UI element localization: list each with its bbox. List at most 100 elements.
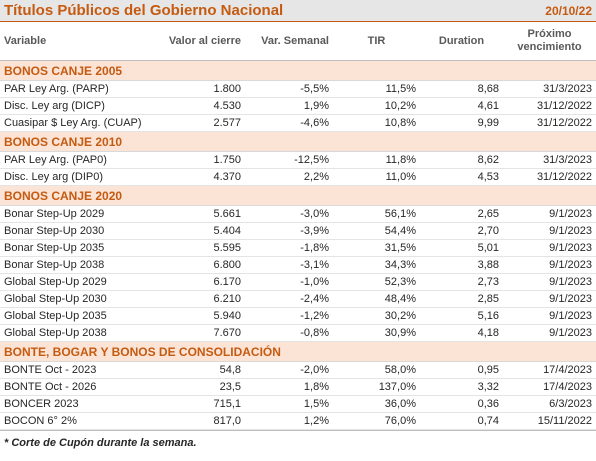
data-row: Global Step-Up 2030 6.210 -2,4% 48,4% 2,85 9/…: [0, 290, 596, 308]
title: Títulos Públicos del Gobierno Nacional: [4, 2, 284, 19]
cell: 6.800: [160, 256, 245, 274]
cell: 31/3/2023: [503, 151, 596, 169]
cell: 9/1/2023: [503, 290, 596, 308]
cell: 58,0%: [333, 361, 420, 379]
cell: 9/1/2023: [503, 222, 596, 240]
cell: -4,6%: [245, 114, 333, 132]
section-title: BONOS CANJE 2010: [0, 131, 596, 152]
cell: 7.670: [160, 324, 245, 342]
cell: 1.800: [160, 80, 245, 98]
bond-name: Bonar Step-Up 2035: [0, 239, 160, 257]
bond-name: PAR Ley Arg. (PARP): [0, 80, 160, 98]
cell: -1,2%: [245, 307, 333, 325]
cell: 2.577: [160, 114, 245, 132]
section-row: BONOS CANJE 2005: [0, 60, 596, 81]
cell: 9/1/2023: [503, 256, 596, 274]
data-row: Bonar Step-Up 2029 5.661 -3,0% 56,1% 2,65 9/1…: [0, 205, 596, 223]
cell: 9/1/2023: [503, 324, 596, 342]
cell: 5,01: [420, 239, 503, 257]
cell: 1,8%: [245, 378, 333, 396]
bond-name: Bonar Step-Up 2029: [0, 205, 160, 223]
cell: 5.595: [160, 239, 245, 257]
cell: -5,5%: [245, 80, 333, 98]
cell: 1.750: [160, 151, 245, 169]
bond-name: BONTE Oct - 2026: [0, 378, 160, 396]
cell: 2,70: [420, 222, 503, 240]
data-row: Disc. Ley arg (DIP0) 4.370 2,2% 11,0% 4,53 31…: [0, 168, 596, 186]
cell: 0,36: [420, 395, 503, 413]
cell: -1,0%: [245, 273, 333, 291]
column-header: Variable: [0, 22, 160, 61]
cell: 34,3%: [333, 256, 420, 274]
cell: 5,16: [420, 307, 503, 325]
cell: -1,8%: [245, 239, 333, 257]
cell: 6/3/2023: [503, 395, 596, 413]
cell: 11,8%: [333, 151, 420, 169]
data-row: Disc. Ley arg (DICP) 4.530 1,9% 10,2% 4,61 31…: [0, 97, 596, 115]
bond-name: Cuasipar $ Ley Arg. (CUAP): [0, 114, 160, 132]
cell: 2,2%: [245, 168, 333, 186]
cell: 30,2%: [333, 307, 420, 325]
column-header: TIR: [333, 22, 420, 61]
data-row: BONCER 2023 715,1 1,5% 36,0% 0,36 6/3/2023: [0, 395, 596, 413]
cell: 8,68: [420, 80, 503, 98]
cell: 10,8%: [333, 114, 420, 132]
bond-name: BONTE Oct - 2023: [0, 361, 160, 379]
cell: 36,0%: [333, 395, 420, 413]
title-bar: Títulos Públicos del Gobierno Nacional 2…: [0, 0, 596, 22]
cell: 817,0: [160, 412, 245, 430]
bond-name: Global Step-Up 2035: [0, 307, 160, 325]
data-row: BONTE Oct - 2023 54,8 -2,0% 58,0% 0,95 17/4/2…: [0, 361, 596, 379]
cell: -2,0%: [245, 361, 333, 379]
data-row: Global Step-Up 2035 5.940 -1,2% 30,2% 5,16 9/…: [0, 307, 596, 325]
cell: 3,32: [420, 378, 503, 396]
cell: 9/1/2023: [503, 273, 596, 291]
section-title: BONOS CANJE 2005: [0, 60, 596, 81]
cell: 56,1%: [333, 205, 420, 223]
footnote: * Corte de Cupón durante la semana.: [0, 430, 596, 455]
cell: 9,99: [420, 114, 503, 132]
cell: 76,0%: [333, 412, 420, 430]
cell: 52,3%: [333, 273, 420, 291]
cell: 17/4/2023: [503, 361, 596, 379]
data-row: Cuasipar $ Ley Arg. (CUAP) 2.577 -4,6% 10,8…: [0, 114, 596, 132]
cell: 4,61: [420, 97, 503, 115]
section-row: BONOS CANJE 2010: [0, 131, 596, 152]
cell: 54,8: [160, 361, 245, 379]
data-row: Bonar Step-Up 2030 5.404 -3,9% 54,4% 2,70 9/1…: [0, 222, 596, 240]
cell: 31/12/2022: [503, 168, 596, 186]
cell: 11,0%: [333, 168, 420, 186]
cell: 137,0%: [333, 378, 420, 396]
table-body: BONOS CANJE 2005 PAR Ley Arg. (PARP) 1.800…: [0, 60, 596, 430]
column-header: Próximo vencimiento: [503, 22, 596, 61]
cell: 4.370: [160, 168, 245, 186]
cell: -12,5%: [245, 151, 333, 169]
cell: 31/12/2022: [503, 97, 596, 115]
bond-name: Disc. Ley arg (DIP0): [0, 168, 160, 186]
section-title: BONOS CANJE 2020: [0, 185, 596, 206]
cell: 715,1: [160, 395, 245, 413]
data-row: PAR Ley Arg. (PARP) 1.800 -5,5% 11,5% 8,68 31…: [0, 80, 596, 98]
cell: 48,4%: [333, 290, 420, 308]
cell: 15/11/2022: [503, 412, 596, 430]
cell: 1,9%: [245, 97, 333, 115]
bond-name: Global Step-Up 2038: [0, 324, 160, 342]
cell: 1,5%: [245, 395, 333, 413]
cell: 2,73: [420, 273, 503, 291]
cell: 8,62: [420, 151, 503, 169]
cell: 6.210: [160, 290, 245, 308]
data-row: PAR Ley Arg. (PAP0) 1.750 -12,5% 11,8% 8,62 3…: [0, 151, 596, 169]
bond-name: BOCON 6° 2%: [0, 412, 160, 430]
cell: 0,95: [420, 361, 503, 379]
cell: 54,4%: [333, 222, 420, 240]
bond-name: Bonar Step-Up 2030: [0, 222, 160, 240]
cell: 1,2%: [245, 412, 333, 430]
cell: -3,1%: [245, 256, 333, 274]
cell: 2,85: [420, 290, 503, 308]
cell: -3,0%: [245, 205, 333, 223]
cell: 11,5%: [333, 80, 420, 98]
data-row: Bonar Step-Up 2035 5.595 -1,8% 31,5% 5,01 9/1…: [0, 239, 596, 257]
cell: -0,8%: [245, 324, 333, 342]
data-row: Global Step-Up 2029 6.170 -1,0% 52,3% 2,73 9/…: [0, 273, 596, 291]
